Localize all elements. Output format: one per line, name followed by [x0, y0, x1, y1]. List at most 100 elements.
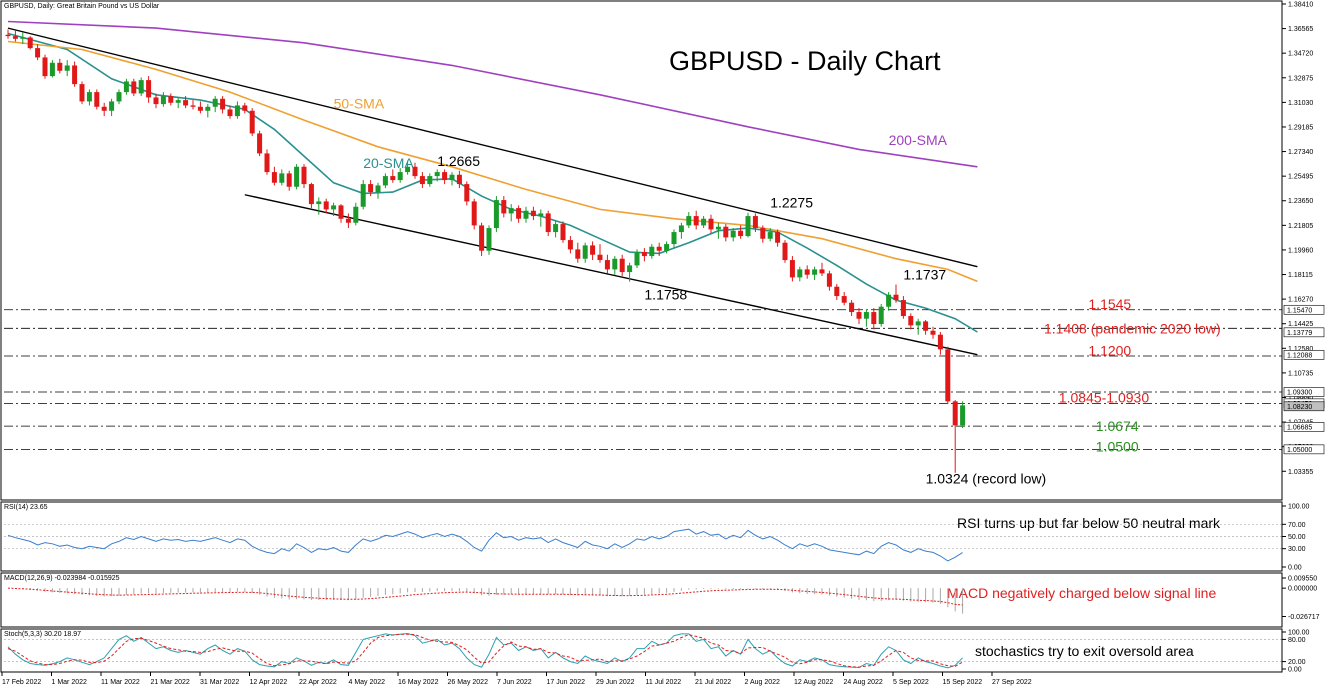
price-tag-label: 1.06685	[1287, 424, 1312, 431]
price-tag-label: 1.05000	[1287, 447, 1312, 454]
x-tick-label: 17 Feb 2022	[2, 679, 41, 686]
candle-body	[730, 230, 736, 238]
rsi-panel-frame	[0, 501, 1283, 572]
macd-y-tick-label: 0.009550	[1288, 576, 1317, 583]
candle-body	[945, 349, 951, 402]
rsi-line	[7, 528, 963, 562]
chart-title: GBPUSD - Daily Chart	[669, 46, 941, 76]
price-tag-label: 1.15470	[1287, 307, 1312, 314]
candle-body	[553, 224, 559, 233]
sma-line	[7, 20, 978, 168]
candle-body	[604, 260, 610, 270]
candle-body	[197, 106, 203, 111]
x-tick-label: 29 Jun 2022	[596, 679, 635, 686]
candle-body	[271, 172, 277, 183]
main-panel-frame	[0, 0, 1283, 501]
x-axis: 17 Feb 2022 1 Mar 2022 11 Mar 2022 21 Mar 2…	[1, 672, 1032, 686]
macd-panel: MACD(12,26,9) -0.023984 -0.015925 MACD n…	[4, 575, 1320, 621]
candle-body	[760, 228, 766, 239]
stoch-main-line	[7, 632, 963, 669]
candle-body	[664, 244, 670, 251]
y-tick-label: 1.19960	[1288, 247, 1313, 254]
candle-body	[693, 216, 699, 226]
candle-body	[27, 37, 33, 49]
candle-body	[923, 321, 929, 331]
candle-body	[886, 294, 892, 307]
candle-body	[308, 184, 314, 205]
x-tick-label: 2 Aug 2022	[745, 679, 781, 686]
x-tick-label: 21 Jul 2022	[695, 679, 731, 686]
y-tick-label: 1.25495	[1288, 174, 1313, 181]
candle-body	[678, 225, 684, 233]
annotation-label: 1.1200	[1088, 343, 1131, 359]
y-tick-label: 1.27340	[1288, 149, 1313, 156]
candle-body	[619, 258, 625, 273]
candle-body	[767, 232, 773, 239]
candle-body	[79, 84, 85, 102]
candle-body	[220, 98, 226, 110]
candle-body	[530, 210, 536, 217]
candle-body	[871, 312, 877, 325]
y-tick-label: 1.08890	[1288, 395, 1313, 402]
candle-body	[294, 166, 300, 187]
annotation-label: 50-SMA	[334, 95, 385, 111]
candle-body	[442, 172, 448, 181]
candle-body	[94, 92, 100, 107]
y-tick-label: 1.10735	[1288, 370, 1313, 377]
sma-line	[7, 40, 978, 283]
x-tick-label: 22 Apr 2022	[299, 679, 337, 686]
rsi-header: RSI(14) 23.65	[4, 504, 48, 511]
price-tag-box	[1283, 327, 1325, 338]
candle-body	[738, 230, 744, 237]
trendline	[7, 27, 978, 268]
price-tag-box	[1283, 444, 1325, 455]
candle-body	[878, 306, 884, 325]
stoch-panel-frame	[0, 628, 1283, 673]
candle-body	[856, 312, 862, 319]
x-tick-label: 11 Jul 2022	[646, 679, 682, 686]
candle-body	[900, 300, 906, 317]
y-tick-label: 1.18115	[1288, 272, 1313, 279]
candle-body	[819, 269, 825, 274]
candle-body	[834, 286, 840, 297]
candle-body	[708, 218, 714, 230]
annotation-label: 200-SMA	[889, 132, 948, 148]
candle-body	[405, 166, 411, 173]
candle-body	[227, 109, 233, 117]
candle-body	[841, 296, 847, 303]
candle-body	[72, 65, 78, 85]
macd-annotation: MACD negatively charged below signal lin…	[947, 585, 1216, 601]
candle-body	[279, 173, 285, 183]
x-tick-label: 15 Sep 2022	[943, 679, 983, 686]
candle-body	[789, 260, 795, 278]
candle-body	[782, 242, 788, 261]
annotation-label: 1.0674	[1096, 418, 1139, 434]
macd-y-tick-label: 0.000000	[1288, 586, 1317, 593]
candle-body	[5, 34, 11, 37]
candle-body	[138, 80, 144, 94]
price-tag-label: 1.13779	[1287, 330, 1312, 337]
rsi-y-tick-label: 50.00	[1288, 534, 1306, 541]
y-tick-label: 1.23650	[1288, 198, 1313, 205]
candle-body	[20, 37, 26, 39]
candle-body	[212, 98, 218, 107]
x-tick-label: 31 Mar 2022	[200, 679, 239, 686]
candle-body	[338, 205, 344, 219]
candle-body	[908, 316, 914, 326]
candle-body	[427, 176, 433, 185]
annotation-label: 1.2665	[437, 153, 480, 169]
candle-body	[826, 273, 832, 287]
candle-body	[797, 269, 803, 278]
price-tag-box	[1283, 350, 1325, 360]
y-tick-label: 1.16270	[1288, 297, 1313, 304]
x-tick-label: 26 May 2022	[448, 679, 489, 686]
candle-body	[360, 184, 366, 207]
candle-body	[42, 57, 48, 77]
candle-body	[960, 405, 966, 426]
candle-body	[64, 65, 70, 71]
candle-body	[49, 62, 55, 77]
candle-body	[35, 48, 41, 58]
candle-body	[368, 184, 374, 193]
candle-body	[649, 246, 655, 257]
